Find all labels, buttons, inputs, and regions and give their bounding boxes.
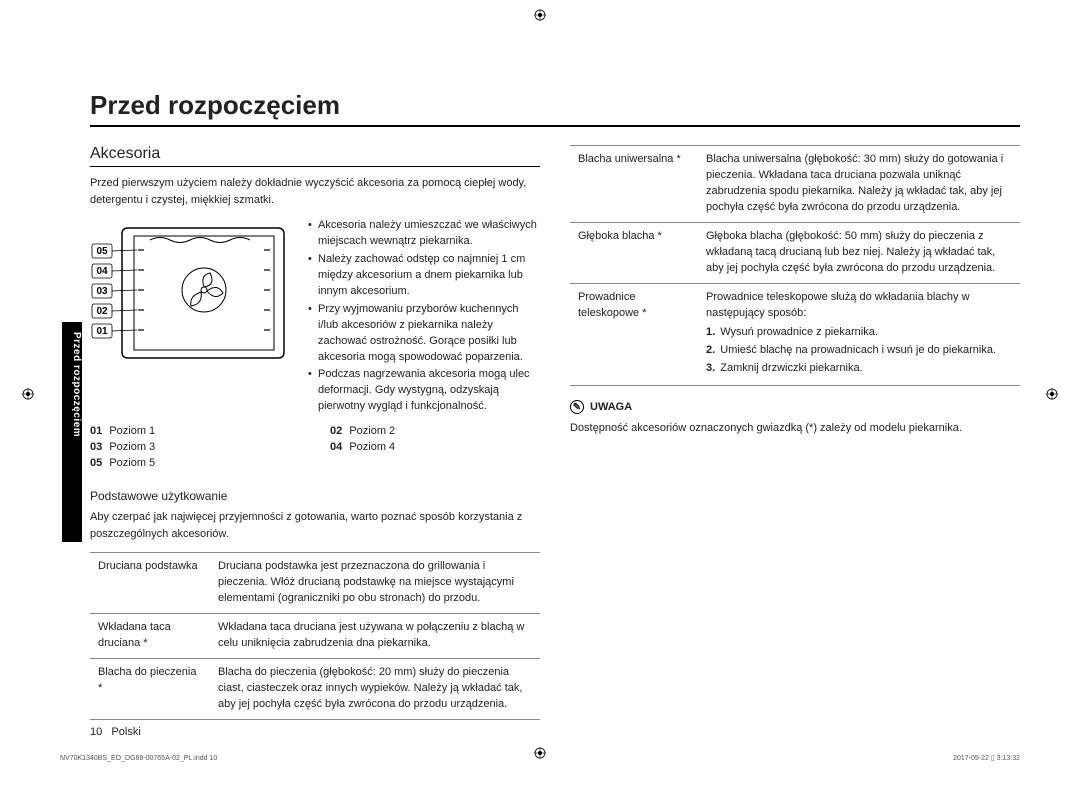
svg-text:05: 05 — [96, 246, 108, 257]
accessories-table-right: Blacha uniwersalna *Blacha uniwersalna (… — [570, 145, 1020, 386]
note-label: UWAGA — [590, 401, 632, 413]
level-item: 03 Poziom 3 — [90, 441, 300, 453]
step-item: 1. Wysuń prowadnice z piekarnika. — [706, 325, 1012, 341]
svg-text:03: 03 — [96, 286, 108, 297]
accessory-desc: Głęboka blacha (głębokość: 50 mm) służy … — [698, 222, 1020, 283]
section-heading: Akcesoria — [90, 145, 540, 167]
bullet-item: Należy zachować odstęp co najmniej 1 cm … — [308, 252, 540, 300]
accessory-name: Prowadnice teleskopowe * — [570, 283, 698, 386]
page-lang: Polski — [111, 726, 140, 738]
bullet-item: Akcesoria należy umieszczać we właściwyc… — [308, 218, 540, 250]
note-text: Dostępność akcesoriów oznaczonych gwiazd… — [570, 420, 1020, 437]
step-item: 2. Umieść blachę na prowadnicach i wsuń … — [706, 343, 1012, 359]
accessory-desc: Wkładana taca druciana jest używana w po… — [210, 614, 540, 659]
imprint-right: 2017-05-22 ▯ 3:13:32 — [953, 754, 1020, 762]
intro-text: Przed pierwszym użyciem należy dokładnie… — [90, 175, 540, 208]
accessory-desc: Blacha uniwersalna (głębokość: 30 mm) sł… — [698, 146, 1020, 223]
svg-text:04: 04 — [96, 266, 108, 277]
page-title: Przed rozpoczęciem — [90, 90, 1020, 127]
page-footer: 10 Polski — [90, 726, 141, 738]
note-heading: ✎ UWAGA — [570, 400, 1020, 414]
level-item: 01 Poziom 1 — [90, 425, 300, 437]
svg-text:02: 02 — [96, 306, 108, 317]
level-item: 02 Poziom 2 — [330, 425, 540, 437]
table-row: Druciana podstawkaDruciana podstawka jes… — [90, 553, 540, 614]
svg-text:01: 01 — [96, 326, 108, 337]
basic-heading: Podstawowe użytkowanie — [90, 489, 540, 503]
level-item: 05 Poziom 5 — [90, 457, 300, 469]
table-row: Blacha uniwersalna *Blacha uniwersalna (… — [570, 146, 1020, 223]
accessory-name: Druciana podstawka — [90, 553, 210, 614]
note-icon: ✎ — [570, 400, 584, 414]
table-row: Wkładana taca druciana *Wkładana taca dr… — [90, 614, 540, 659]
step-item: 3. Zamknij drzwiczki piekarnika. — [706, 361, 1012, 377]
accessories-table-left: Druciana podstawkaDruciana podstawka jes… — [90, 552, 540, 720]
accessory-desc: Druciana podstawka jest przeznaczona do … — [210, 553, 540, 614]
side-tab: Przed rozpoczęciem — [62, 322, 82, 542]
page-number: 10 — [90, 726, 102, 738]
bullet-item: Przy wyjmowaniu przyborów kuchennych i/l… — [308, 302, 540, 366]
table-row: Głęboka blacha *Głęboka blacha (głębokoś… — [570, 222, 1020, 283]
table-row: Prowadnice teleskopowe *Prowadnice teles… — [570, 283, 1020, 386]
bullets-list: Akcesoria należy umieszczać we właściwyc… — [308, 218, 540, 417]
level-item: 04 Poziom 4 — [330, 441, 540, 453]
table-row: Blacha do pieczenia *Blacha do pieczenia… — [90, 658, 540, 719]
accessory-name: Wkładana taca druciana * — [90, 614, 210, 659]
oven-diagram: 05 04 03 02 01 — [90, 218, 290, 417]
imprint-left: NV70K1340BS_EO_DG68-00765A-02_PL.indd 10 — [60, 755, 217, 762]
accessory-name: Blacha uniwersalna * — [570, 146, 698, 223]
bullet-item: Podczas nagrzewania akcesoria mogą ulec … — [308, 367, 540, 415]
accessory-desc: Blacha do pieczenia (głębokość: 20 mm) s… — [210, 658, 540, 719]
accessory-name: Blacha do pieczenia * — [90, 658, 210, 719]
basic-desc: Aby czerpać jak najwięcej przyjemności z… — [90, 509, 540, 542]
accessory-desc: Prowadnice teleskopowe służą do wkładani… — [698, 283, 1020, 386]
accessory-name: Głęboka blacha * — [570, 222, 698, 283]
levels-legend: 01 Poziom 1 02 Poziom 2 03 Poziom 3 04 Pozi… — [90, 425, 540, 469]
